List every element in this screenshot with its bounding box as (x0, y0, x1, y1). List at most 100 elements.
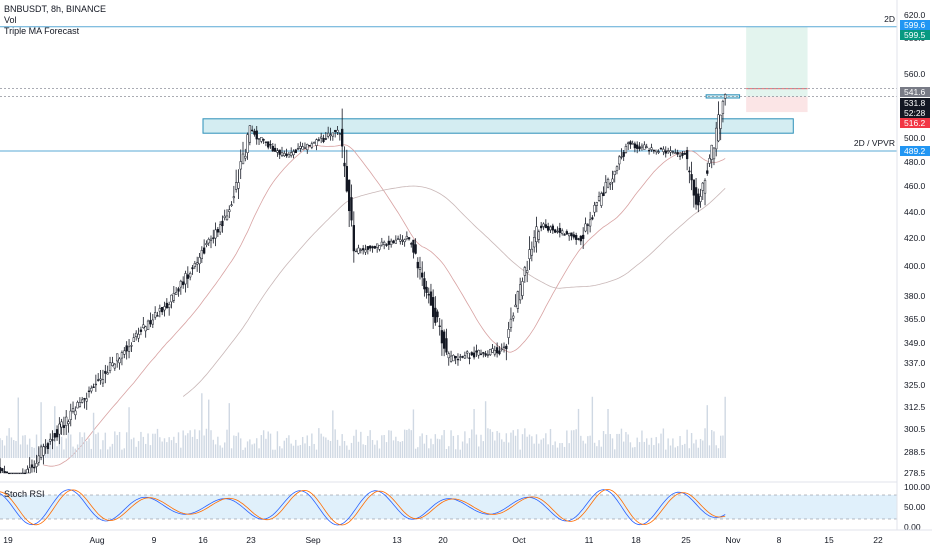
symbol-title[interactable]: BNBUSDT, 8h, BINANCE (4, 4, 107, 14)
volume-bar (482, 441, 485, 458)
long-position-tool[interactable] (746, 26, 808, 113)
candle-body (132, 337, 135, 342)
stoch-tick-label: 50.00 (904, 502, 926, 512)
volume-bar (63, 449, 65, 458)
candle-body (87, 390, 91, 392)
volume-bar (434, 434, 437, 458)
candle-body (470, 352, 473, 356)
volume-bar (436, 438, 439, 458)
volume-bar (378, 448, 381, 458)
volume-bar (600, 446, 603, 458)
candle-body (78, 402, 82, 407)
volume-bar (97, 432, 99, 458)
volume-bar (166, 442, 168, 458)
candle-body (165, 302, 168, 309)
ma-slow-line (182, 185, 726, 397)
candle-body (549, 226, 552, 231)
indicator-triple-ma-label[interactable]: Triple MA Forecast (4, 26, 80, 36)
volume-bar (489, 429, 491, 458)
candle-body (403, 239, 406, 243)
price-tag-badge (900, 118, 930, 128)
candle-body (371, 246, 374, 249)
candle-body (561, 230, 564, 234)
candle-body (706, 170, 709, 174)
candle-body (685, 150, 689, 160)
candle-body (710, 144, 713, 160)
candle-body (551, 225, 554, 231)
price-tick-label: 325.0 (904, 380, 926, 390)
volume-bar (616, 433, 618, 458)
volume-bar (304, 443, 306, 458)
time-tick-label: 25 (681, 535, 691, 545)
volume-bar (191, 436, 194, 458)
volume-bar (240, 438, 242, 458)
volume-bar (35, 434, 38, 458)
candle-body (130, 345, 133, 347)
volume-bar (503, 441, 505, 458)
volume-bar (306, 435, 308, 458)
candle-body (514, 304, 517, 307)
price-tag-badge (900, 98, 930, 108)
candle-body (278, 149, 281, 155)
horizontal-levels[interactable]: 2D 2D / VPVR (0, 14, 897, 152)
volume-bar (111, 443, 114, 458)
level-2d-label: 2D (884, 14, 895, 24)
candle-body (579, 235, 582, 242)
candle-body (414, 244, 417, 254)
volume-bar (260, 435, 263, 458)
volume-bar (577, 408, 580, 458)
time-axis[interactable]: 19 Aug 9 16 23 Sep 13 20 Oct 11 18 25 Nov 8 15 22 (0, 529, 932, 545)
candle-body (193, 263, 196, 267)
candle-body (597, 196, 601, 201)
candle-body (657, 151, 660, 153)
candle-body (198, 257, 201, 265)
volume-bar (582, 440, 584, 458)
volume-bar (491, 431, 494, 458)
volume-bar (399, 441, 401, 458)
volume-bar (568, 443, 570, 458)
volume-bar (367, 435, 369, 458)
volume-bar (65, 438, 67, 458)
volume-bar (471, 429, 473, 458)
indicator-vol-label[interactable]: Vol (4, 15, 17, 25)
price-axis[interactable]: 620.0580.0560.0520.0500.0480.0460.0440.0… (896, 0, 930, 532)
volume-bar (629, 442, 632, 458)
volume-bar (152, 433, 154, 458)
volume-bar (627, 434, 629, 458)
volume-bar (432, 444, 434, 458)
volume-bar (443, 430, 445, 458)
volume-bar (56, 446, 58, 458)
price-tick-label: 349.0 (904, 338, 926, 348)
candle-body (609, 182, 612, 185)
candle-body (636, 144, 639, 149)
candle-body (39, 446, 43, 458)
candle-body (196, 262, 199, 265)
candle-body (7, 472, 11, 475)
volume-bar (346, 445, 348, 458)
candle-body (495, 347, 499, 354)
volume-bar (123, 448, 126, 458)
symbol-legend[interactable]: BNBUSDT, 8h, BINANCE Vol Triple MA Forec… (4, 4, 106, 37)
candle-body (416, 261, 419, 269)
candle-body (423, 278, 426, 290)
candle-body (241, 153, 245, 165)
candle-body (721, 100, 725, 114)
candle-body (703, 180, 707, 194)
candle-body (223, 215, 226, 219)
candle-body (142, 324, 145, 328)
volume-bar (295, 439, 297, 458)
candle-body (292, 151, 295, 156)
candle-body (486, 354, 490, 356)
volume-bar (161, 441, 163, 458)
candle-body (447, 353, 450, 359)
volume-bar (355, 429, 357, 458)
candle-body (359, 249, 362, 251)
stoch-rsi-label[interactable]: Stoch RSI (4, 489, 45, 499)
volume-bar (249, 439, 251, 458)
candle-body (631, 143, 634, 145)
volume-bar (631, 447, 634, 458)
support-resistance-zones[interactable] (202, 94, 794, 134)
candle-body (507, 329, 510, 338)
candle-body (556, 230, 559, 233)
